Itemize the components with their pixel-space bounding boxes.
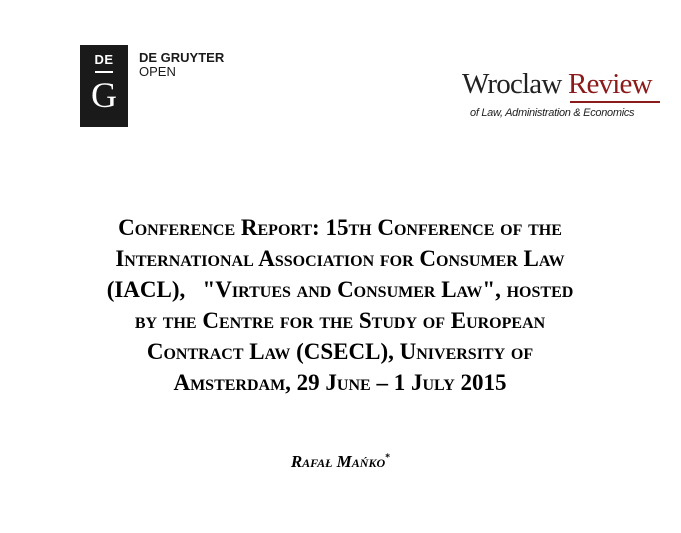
footnote-mark[interactable]: * xyxy=(385,452,391,464)
author: Rafał Mańko* xyxy=(290,452,391,471)
logo-box: DE G xyxy=(80,45,128,127)
journal-name: Wroclaw Review xyxy=(462,68,653,100)
publisher-name: DE GRUYTER OPEN xyxy=(139,50,225,79)
journal-subtitle: of Law, Administration & Economics xyxy=(470,107,635,119)
logo-bar xyxy=(95,71,113,73)
journal-underline xyxy=(570,101,660,103)
article-title: Conference Report: 15th Conference of th… xyxy=(106,215,574,395)
